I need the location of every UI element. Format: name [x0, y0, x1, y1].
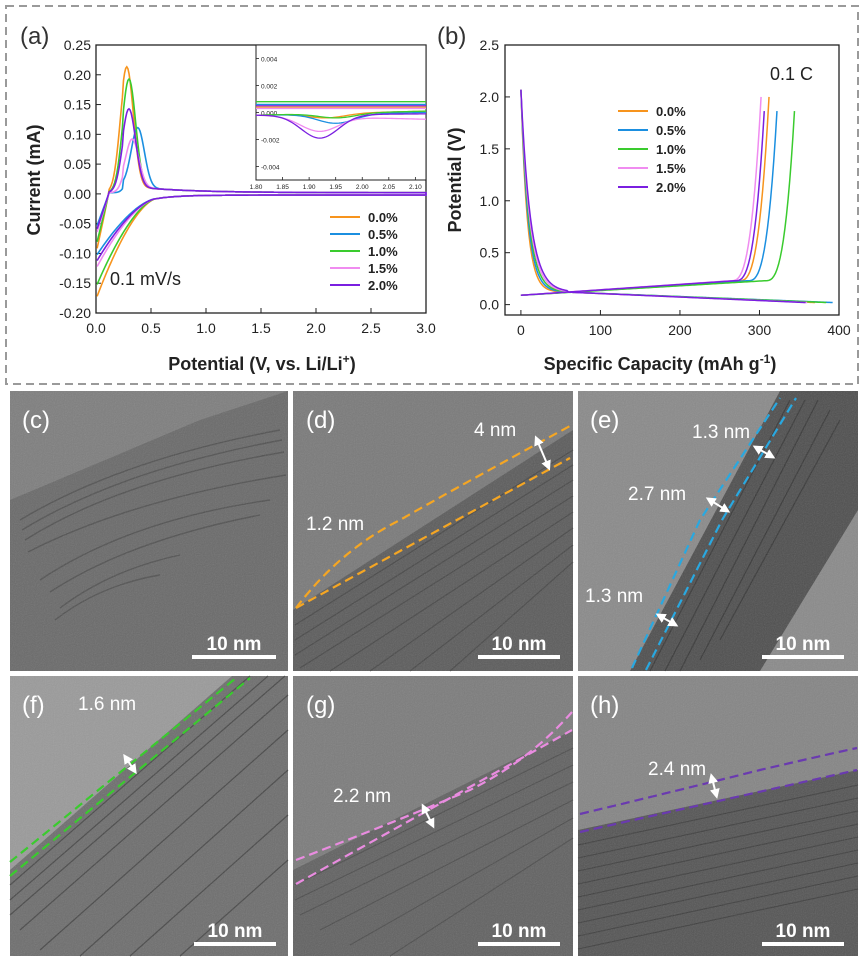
gcd-xlabel: Specific Capacity (mAh g-1): [544, 352, 777, 374]
cv-panel: (a) -0.20 -0.15 -0.10 -0.05 0.00 0.05 0.10 0.15…: [20, 23, 436, 374]
tem-image-c: (c) 10 nm: [10, 391, 288, 671]
inset-xtick-label: 2.05: [382, 184, 395, 191]
cv-legend-label: 2.0%: [368, 278, 398, 293]
cv-xtick-label: 3.0: [416, 320, 436, 336]
cv-xtick-label: 2.0: [306, 320, 326, 336]
inset-ytick-label: -0.002: [261, 138, 280, 145]
gcd-discharge-line: [520, 89, 827, 304]
gcd-charge-line: [520, 111, 778, 297]
gcd-xtick-label: 100: [589, 322, 613, 338]
scalebar-label-g: 10 nm: [492, 921, 547, 942]
cv-ytick-label: 0.20: [64, 67, 91, 83]
gcd-legend-label: 1.0%: [656, 142, 686, 157]
scalebar-label-e: 10 nm: [776, 634, 831, 655]
cv-ytick-label: -0.05: [59, 216, 91, 232]
scalebar-label-h: 10 nm: [776, 921, 831, 942]
gcd-ylabel: Potential (V): [445, 127, 465, 232]
cv-xtick-label: 1.5: [251, 320, 271, 336]
panel-label-d: (d): [306, 407, 335, 434]
cv-ytick-label: 0.25: [64, 37, 91, 53]
inset-ytick-label: -0.004: [261, 165, 280, 172]
inset-ytick-label: 0.002: [261, 84, 278, 91]
inset-ytick-label: 0.004: [261, 57, 278, 64]
label-d2: 1.2 nm: [306, 514, 364, 535]
inset-xtick-label: 1.90: [303, 184, 316, 191]
gcd-ytick-label: 2.5: [480, 37, 500, 53]
gcd-panel: (b) 0.0 0.5 1.0 1.5 2.0 2.5 0 100 200 300 400 Pot…: [437, 23, 851, 374]
cv-xlabel: Potential (V, vs. Li/Li+): [168, 352, 355, 374]
cv-ytick-label: -0.15: [59, 275, 91, 291]
tem-image-h: 2.4 nm (h) 10 nm: [577, 676, 859, 956]
gcd-ytick-label: 1.5: [480, 141, 500, 157]
label-e2: 2.7 nm: [628, 484, 686, 505]
panel-label-c: (c): [22, 407, 50, 434]
gcd-xtick-label: 400: [827, 322, 851, 338]
cv-xtick-label: 0.5: [141, 320, 161, 336]
cv-legend-label: 0.0%: [368, 210, 398, 225]
label-h1: 2.4 nm: [648, 759, 706, 780]
inset-xtick-label: 1.95: [329, 184, 342, 191]
cv-legend-label: 0.5%: [368, 227, 398, 242]
scalebar-label-c: 10 nm: [207, 634, 262, 655]
gcd-ytick-label: 0.0: [480, 297, 500, 313]
gcd-legend-label: 0.0%: [656, 104, 686, 119]
gcd-xtick-label: 300: [748, 322, 772, 338]
gcd-rate: 0.1 C: [770, 64, 813, 84]
inset-lower-line: [255, 110, 427, 119]
cv-ytick-label: -0.20: [59, 305, 91, 321]
label-e3: 1.3 nm: [585, 586, 643, 607]
inset-xtick-label: 2.00: [356, 184, 369, 191]
panel-label-e: (e): [590, 407, 619, 434]
gcd-legend-label: 1.5%: [656, 161, 686, 176]
inset-xtick-label: 2.10: [409, 184, 422, 191]
gcd-xtick-label: 0: [517, 322, 525, 338]
panel-label-h: (h): [590, 692, 619, 719]
tem-images: (c) 10 nm 4 nm 1.2 nm (d) 10 nm: [9, 391, 859, 957]
inset-xtick-label: 1.85: [276, 184, 289, 191]
inset-lower-line: [255, 113, 427, 139]
cv-ytick-label: 0.05: [64, 156, 91, 172]
gcd-plot-frame: [504, 44, 840, 316]
panel-label-f: (f): [22, 692, 45, 719]
cv-ytick-label: 0.10: [64, 126, 91, 142]
gcd-xtick-label: 200: [668, 322, 692, 338]
panel-label-a: (a): [20, 23, 49, 50]
scalebar-label-d: 10 nm: [492, 634, 547, 655]
panel-label-g: (g): [306, 692, 335, 719]
cv-xtick-label: 1.0: [196, 320, 216, 336]
tem-image-d: 4 nm 1.2 nm (d) 10 nm: [293, 391, 574, 672]
cv-legend-label: 1.5%: [368, 261, 398, 276]
cv-ytick-label: -0.10: [59, 245, 91, 261]
gcd-ytick-label: 1.0: [480, 193, 500, 209]
label-d1: 4 nm: [474, 420, 516, 441]
cv-legend-label: 1.0%: [368, 244, 398, 259]
cv-series-line: [96, 107, 427, 262]
label-e1: 1.3 nm: [692, 422, 750, 443]
label-g1: 2.2 nm: [333, 786, 391, 807]
cv-ylabel: Current (mA): [24, 124, 44, 235]
gcd-charge-line: [520, 96, 762, 297]
tem-image-f: 1.6 nm (f) 10 nm: [9, 675, 289, 957]
gcd-charge-line: [520, 111, 765, 297]
inset-ytick-label: 0.000: [261, 111, 278, 118]
gcd-discharge-line: [520, 89, 833, 304]
tem-image-g: 2.2 nm (g) 10 nm: [293, 676, 574, 957]
tem-image-e: 1.3 nm 2.7 nm 1.3 nm (e) 10 nm: [578, 391, 858, 672]
scalebar-label-f: 10 nm: [208, 921, 263, 942]
cv-xtick-label: 0.0: [86, 320, 106, 336]
gcd-ytick-label: 0.5: [480, 245, 500, 261]
cv-scan-rate: 0.1 mV/s: [110, 269, 181, 289]
panel-label-b: (b): [437, 23, 466, 50]
gcd-ytick-label: 2.0: [480, 89, 500, 105]
gcd-legend-label: 2.0%: [656, 180, 686, 195]
top-frame: [5, 5, 859, 385]
gcd-charge-line: [520, 96, 770, 297]
cv-ytick-label: 0.00: [64, 186, 91, 202]
cv-xtick-label: 2.5: [361, 320, 381, 336]
gcd-legend-label: 0.5%: [656, 123, 686, 138]
inset-xtick-label: 1.80: [250, 184, 263, 191]
label-f1: 1.6 nm: [78, 694, 136, 715]
cv-ytick-label: 0.15: [64, 97, 91, 113]
